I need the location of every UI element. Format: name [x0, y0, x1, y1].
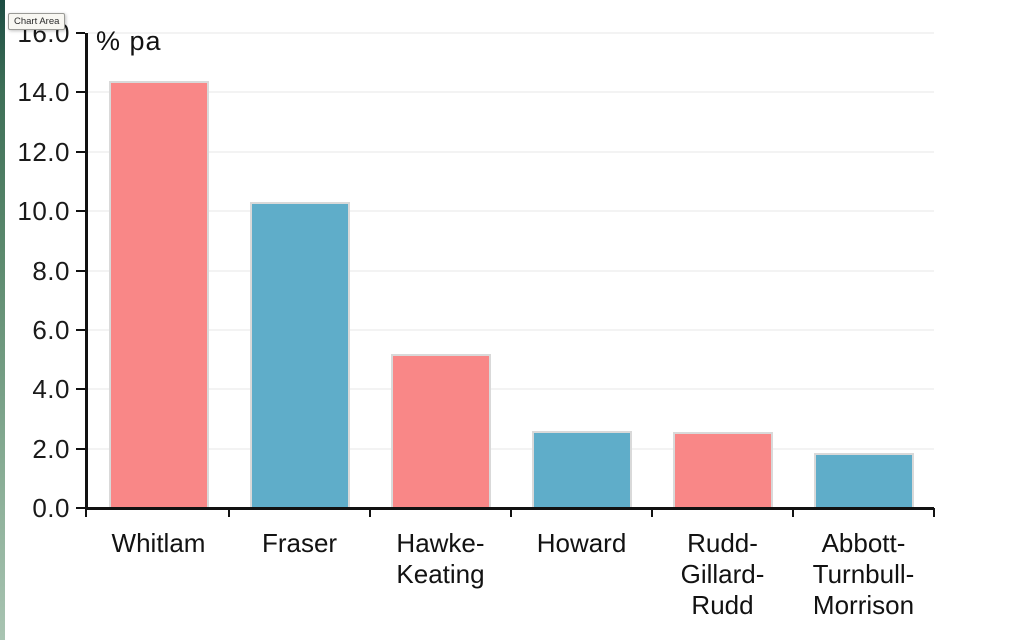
gridline — [88, 447, 934, 450]
bar-howard[interactable] — [531, 430, 632, 508]
x-axis-tick — [85, 508, 87, 517]
x-axis-tick — [933, 508, 935, 517]
y-axis-tick-label: 10.0 — [17, 196, 70, 227]
x-axis-tick — [510, 508, 512, 517]
y-axis-tick — [76, 91, 85, 94]
y-axis-line — [85, 33, 88, 510]
y-axis-tick — [76, 150, 85, 153]
x-axis-tick — [228, 508, 230, 517]
y-axis-tick-label: 4.0 — [32, 374, 70, 405]
y-axis-tick — [76, 447, 85, 450]
category-label: Howard — [536, 528, 627, 558]
gridline — [88, 328, 934, 331]
category-label: Hawke- Keating — [396, 528, 485, 589]
x-axis-tick — [792, 508, 794, 517]
gridline — [88, 91, 934, 94]
page-edge-strip — [0, 0, 5, 640]
category-label: Fraser — [261, 528, 338, 558]
chart-area-tooltip: Chart Area — [8, 13, 66, 30]
x-axis-line — [85, 507, 934, 510]
y-axis-tick-label: 12.0 — [17, 136, 70, 167]
category-label: Abbott- Turnbull- Morrison — [812, 528, 915, 620]
gridline — [88, 32, 934, 34]
category-label: Rudd- Gillard- Rudd — [680, 528, 765, 620]
y-axis-tick — [76, 210, 85, 213]
gridline — [88, 150, 934, 153]
x-axis-tick — [651, 508, 653, 517]
y-axis-tick-label: 2.0 — [32, 433, 70, 464]
x-axis-tick — [369, 508, 371, 517]
y-axis-tick — [76, 269, 85, 272]
bar-abbott-turnbull-morrison[interactable] — [813, 453, 914, 508]
y-axis-tick — [76, 32, 85, 34]
y-axis-tick — [76, 507, 85, 509]
bar-fraser[interactable] — [249, 202, 350, 508]
y-axis-tick-label: 6.0 — [32, 314, 70, 345]
bar-whitlam[interactable] — [108, 80, 209, 508]
bar-rudd-gillard-rudd[interactable] — [672, 432, 773, 508]
y-axis-tick — [76, 388, 85, 391]
gridline — [88, 210, 934, 213]
y-axis-unit-label: % pa — [96, 26, 162, 56]
gridline — [88, 388, 934, 391]
y-axis-tick-label: 14.0 — [17, 77, 70, 108]
gridline — [88, 269, 934, 272]
category-label: Whitlam — [111, 528, 206, 558]
y-axis-tick-label: 0.0 — [32, 493, 70, 523]
y-axis-tick — [76, 328, 85, 331]
y-axis-tick-label: 8.0 — [32, 255, 70, 286]
bar-hawke-keating[interactable] — [390, 353, 491, 508]
